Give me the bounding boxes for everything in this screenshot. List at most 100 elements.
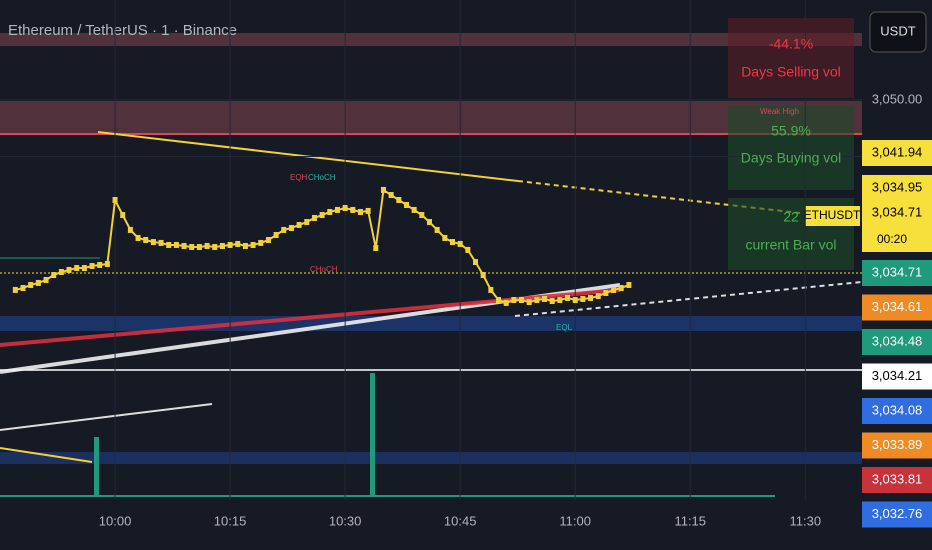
currency: USDT [880, 23, 915, 38]
price-point [112, 197, 118, 203]
currency-button[interactable] [869, 11, 927, 53]
price-point [403, 201, 409, 208]
price-point [388, 192, 394, 199]
price-label: 3,033.81 [872, 471, 923, 486]
price-label: 3,033.89 [872, 437, 923, 452]
price-point [511, 297, 517, 303]
price-point [265, 237, 271, 243]
price-point [196, 244, 202, 251]
price-point [411, 206, 417, 213]
x-tick-label: 10:45 [444, 513, 477, 528]
x-tick-label: 11:00 [559, 513, 591, 528]
price-label: 3,032.76 [872, 506, 923, 521]
price-point [12, 286, 18, 293]
price-point [74, 265, 80, 272]
price-point [626, 281, 632, 288]
x-tick-label: 10:00 [99, 513, 132, 528]
annotation: EQL [556, 323, 573, 332]
price-point [189, 244, 195, 251]
price-point [503, 299, 509, 306]
price-point [97, 261, 103, 268]
price-point [380, 186, 386, 193]
price-point [396, 197, 402, 203]
price-point [526, 299, 532, 306]
price-point [595, 293, 601, 300]
price-label: 3,034.61 [872, 299, 923, 314]
price-label-box [862, 175, 932, 201]
price-point [181, 242, 187, 249]
price-point [43, 277, 49, 283]
price-point [235, 240, 241, 247]
price-point [35, 279, 41, 286]
price-point [449, 239, 455, 246]
y-tick-label: 3,050.00 [872, 91, 923, 106]
price-point [473, 259, 479, 266]
price-point [419, 212, 425, 219]
price-point [58, 268, 64, 275]
stat-value: 55.9% [771, 123, 811, 139]
price-point [143, 237, 149, 243]
price-point [357, 208, 363, 215]
symbol-tag: ETHUSDT [804, 208, 861, 222]
price-label: 3,034.71 [872, 264, 923, 279]
price-point [166, 241, 172, 248]
price-point [66, 266, 72, 273]
x-tick-label: 10:30 [329, 513, 362, 528]
price-point [304, 219, 310, 226]
price-point [618, 285, 624, 292]
price-point [242, 242, 248, 249]
stat-value: 22 [783, 209, 799, 225]
price-label: 3,034.08 [872, 402, 923, 417]
price-point [20, 285, 26, 292]
price-label-box [862, 200, 932, 252]
price-point [227, 241, 233, 248]
price-label: 3,034.71 [872, 204, 923, 219]
x-tick-label: 10:15 [214, 513, 247, 528]
annotation: CHoCH [310, 265, 338, 274]
price-point [565, 294, 571, 301]
price-point [588, 294, 594, 301]
price-label-box [862, 329, 932, 355]
price-point [334, 206, 340, 213]
price-point [150, 239, 156, 246]
price-label-box [862, 260, 932, 286]
price-point [465, 246, 471, 253]
price-point [603, 289, 609, 296]
price-point [426, 219, 432, 226]
price-point [350, 206, 356, 213]
price-point [572, 297, 578, 303]
price-point [542, 295, 548, 302]
stat-label: Days Buying vol [741, 150, 841, 166]
price-point [173, 241, 179, 248]
price-point [327, 208, 333, 215]
annotation: CHoCH [308, 173, 336, 182]
price-point [81, 265, 87, 272]
price-point [480, 272, 486, 279]
price-point [158, 239, 164, 246]
annotation: EQH [290, 173, 308, 182]
price-point [288, 225, 294, 232]
stat-value: -44.1% [769, 36, 813, 52]
price-point [611, 286, 617, 293]
price-point [273, 232, 279, 239]
price-label-box [862, 432, 932, 459]
price-point [281, 226, 287, 233]
price-point [204, 242, 210, 249]
chart-title: Ethereum / TetherUS · 1 · Binance [8, 22, 237, 39]
price-point [127, 226, 133, 233]
price-point [580, 295, 586, 302]
annotation: Weak High [760, 107, 799, 116]
price-point [457, 240, 463, 247]
price-point [488, 286, 494, 293]
price-point [120, 212, 126, 219]
price-point [89, 262, 95, 269]
price-point [212, 244, 218, 251]
price-point [549, 298, 555, 305]
price-label-box [862, 467, 932, 493]
price-label: 3,034.21 [872, 368, 923, 383]
price-point [319, 212, 325, 219]
x-tick-label: 11:30 [790, 513, 822, 528]
price-point [496, 297, 502, 303]
price-point [442, 234, 448, 241]
